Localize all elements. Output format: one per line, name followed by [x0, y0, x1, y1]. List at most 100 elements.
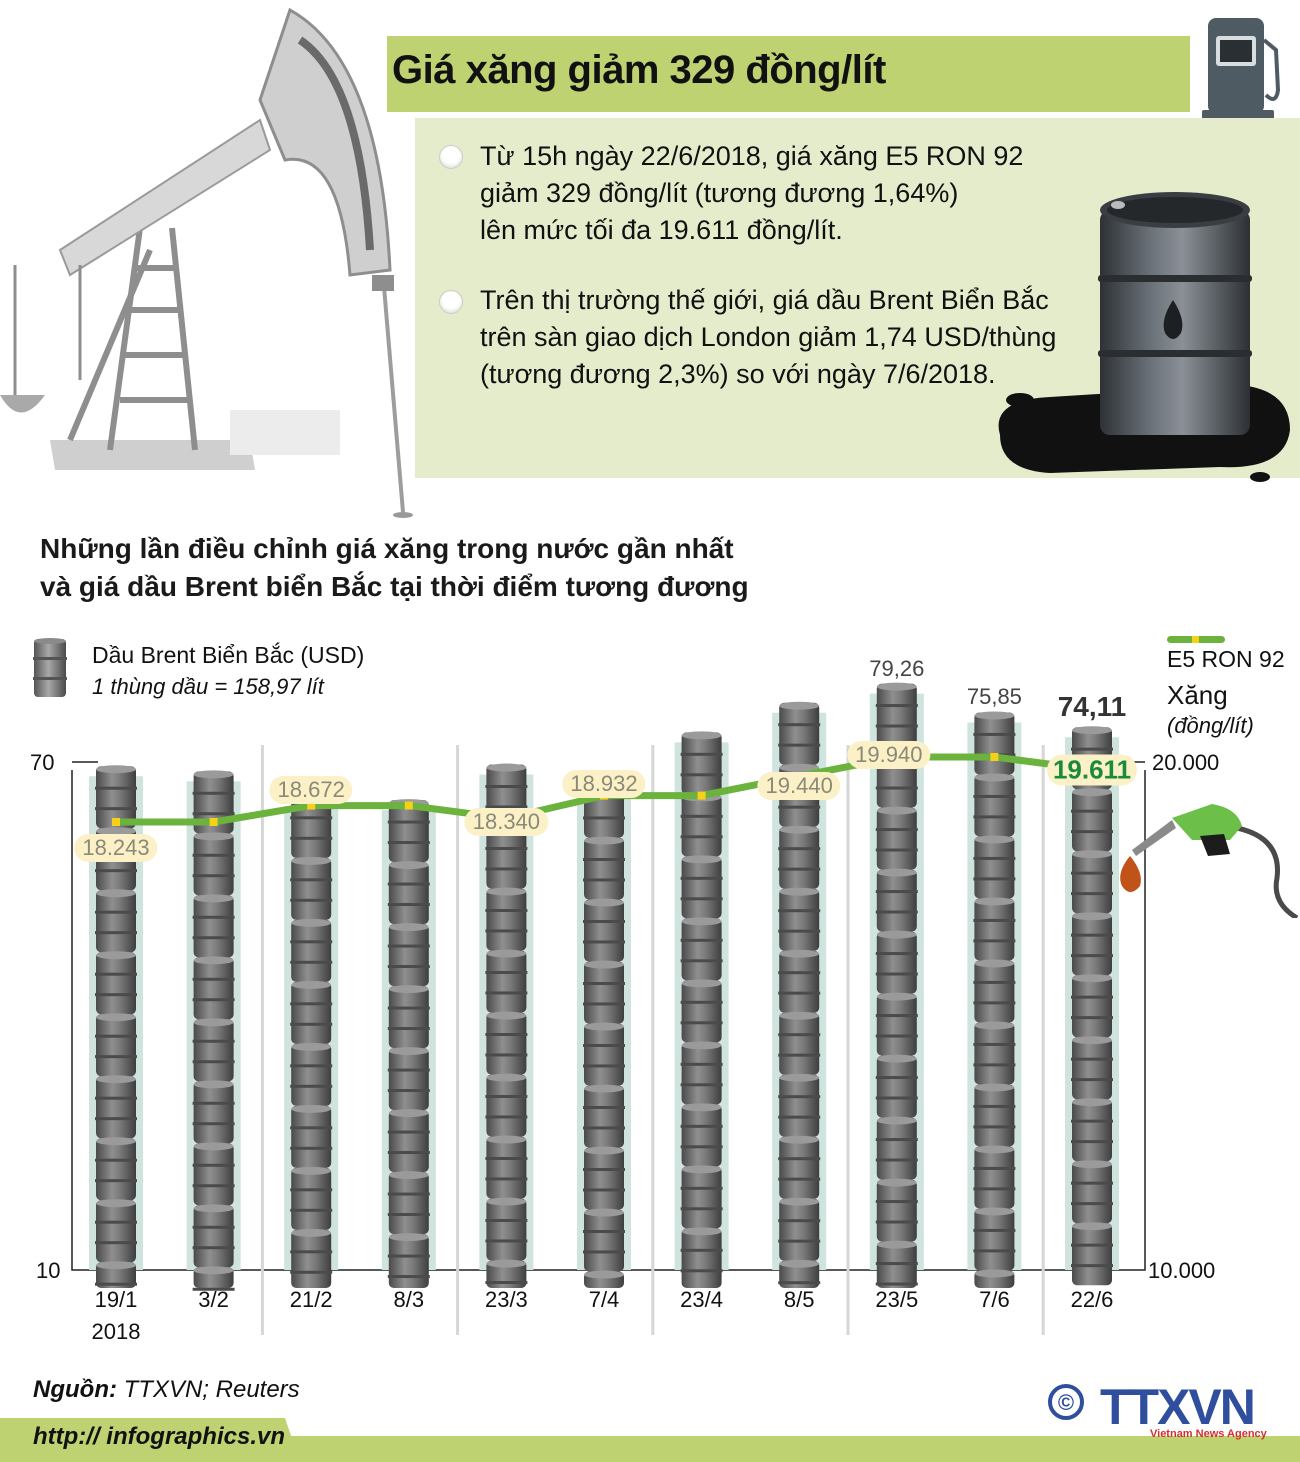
barrel-rib: [973, 980, 1016, 984]
barrel-lid: [876, 1116, 917, 1125]
info-line: giảm 329 đồng/lít (tương đương 1,64%): [480, 178, 959, 208]
barrel-icon: [193, 771, 234, 834]
barrel-rib: [95, 786, 137, 790]
barrel-lid: [1072, 850, 1112, 859]
bar-background: [674, 742, 729, 1270]
info-bullet-2: Trên thị trường thế giới, giá dầu Brent …: [480, 282, 1056, 393]
barrel-icon: [681, 1104, 722, 1167]
x-axis-label: 7/4: [588, 1287, 620, 1312]
bar-background: [577, 785, 631, 1270]
barrel-rib: [973, 1001, 1016, 1005]
barrel-rib: [875, 1220, 918, 1224]
barrel-rib: [290, 1022, 333, 1026]
barrel-lid: [96, 1137, 136, 1146]
barrel-icon: [779, 888, 820, 951]
barrel-rib: [680, 752, 723, 756]
barrel-lid: [876, 1240, 917, 1249]
fuel-price-marker: [112, 818, 120, 826]
barrel-rib: [1071, 1243, 1113, 1247]
barrel-lid: [291, 1104, 332, 1113]
barrel-lid: [96, 889, 136, 898]
barrel-lid: [388, 1171, 429, 1180]
barrel-lid: [584, 960, 624, 969]
barrel-lid: [96, 765, 136, 774]
barrel-icon: [681, 980, 722, 1043]
barrel-rib: [290, 816, 333, 820]
info-line: Từ 15h ngày 22/6/2018, giá xăng E5 RON 9…: [480, 141, 1024, 171]
barrel-lid: [876, 682, 917, 691]
barrel-rib: [875, 1200, 918, 1204]
barrel-stack: [192, 770, 235, 1291]
barrel-lid: [486, 1197, 527, 1206]
fuel-price-label: 19.440: [757, 772, 841, 801]
barrel-lid: [681, 855, 722, 864]
barrel-rib: [290, 1064, 333, 1068]
barrel-rib: [192, 1060, 235, 1064]
x-axis-label: 8/5: [783, 1287, 815, 1312]
barrel-lid: [681, 1103, 722, 1112]
barrel-icon: [486, 888, 527, 951]
barrel-rib: [95, 1117, 137, 1121]
barrel-lid: [1072, 974, 1112, 983]
barrel-rib: [290, 960, 333, 964]
barrel-rib: [387, 1006, 430, 1010]
barrel-rib: [1071, 1181, 1113, 1185]
barrel-rib: [387, 1027, 430, 1031]
barrel-icon: [974, 898, 1015, 961]
barrel-icon: [974, 1146, 1015, 1209]
barrel-lid: [974, 959, 1015, 968]
barrel-stack: [680, 731, 723, 1288]
fuel-price-marker: [404, 801, 413, 810]
barrel-icon: [584, 1085, 624, 1148]
barrel-rib: [680, 835, 723, 839]
barrel-lid: [388, 1047, 429, 1056]
barrel-icon: [388, 862, 429, 925]
barrel-icon: [974, 1084, 1015, 1147]
barrel-icon: [1072, 975, 1112, 1038]
barrel-rib: [192, 853, 235, 857]
barrel-lid: [291, 980, 332, 989]
fuel-price-label: 18.672: [269, 775, 353, 804]
barrel-rib: [875, 972, 918, 976]
legend-fuel-label: E5 RON 92: [1167, 646, 1285, 672]
barrel-icon: [974, 1022, 1015, 1085]
barrel-rib: [290, 1084, 333, 1088]
fuel-price-label: 19.611: [1046, 754, 1138, 786]
barrel-rib: [485, 1095, 528, 1098]
bar-background: [381, 810, 436, 1270]
barrel-icon: [388, 1172, 429, 1235]
barrel-lid: [681, 1041, 722, 1050]
barrel-rib: [680, 1000, 723, 1004]
barrel-stack: [1071, 726, 1113, 1286]
barrel-lid: [486, 1073, 527, 1082]
barrel-icon: [681, 732, 722, 795]
barrel-lid: [584, 1022, 624, 1031]
barrel-lid: [193, 832, 234, 841]
barrel-rib: [875, 1096, 918, 1100]
barrel-icon: [193, 1143, 234, 1206]
barrel-icon: [486, 1074, 527, 1137]
right-axis-top-label: 20.000: [1152, 750, 1220, 775]
barrel-rib: [778, 1053, 821, 1057]
barrel-lid: [681, 1227, 722, 1236]
site-url-link[interactable]: http:// infographics.vn: [33, 1423, 285, 1450]
barrel-icon: [291, 857, 332, 920]
barrel-rib: [875, 704, 918, 708]
legend-fuel-unit: (đồng/lít): [1167, 713, 1254, 738]
barrel-rib: [680, 1062, 723, 1066]
barrel-lid: [974, 1021, 1015, 1030]
barrel-rib: [192, 1122, 235, 1126]
barrel-lid: [291, 918, 332, 927]
barrel-lid: [974, 1269, 1015, 1278]
barrel-rib: [387, 965, 430, 969]
barrel-lid: [1072, 912, 1112, 921]
barrel-rib: [192, 1163, 235, 1167]
barrel-rib: [680, 938, 723, 942]
x-axis-label: 8/3: [393, 1287, 425, 1312]
barrel-icon: [388, 800, 429, 863]
barrel-lid: [96, 1075, 136, 1084]
barrel-rib: [778, 929, 821, 933]
barrel-rib: [973, 732, 1016, 736]
barrel-rib: [387, 882, 430, 886]
barrel-rib: [875, 1014, 918, 1018]
